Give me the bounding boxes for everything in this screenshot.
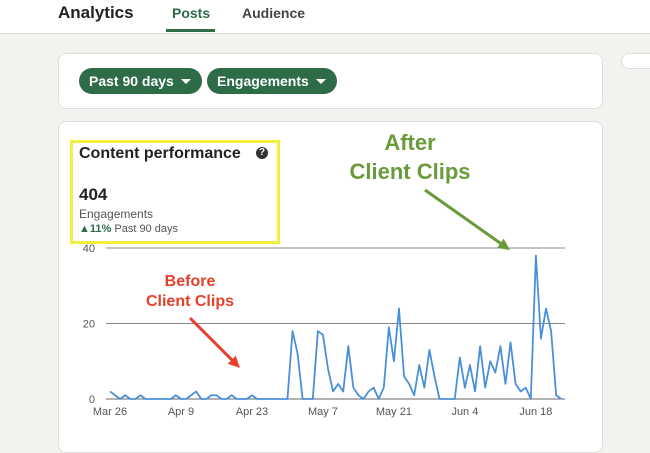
help-icon[interactable]: ? — [256, 147, 268, 159]
period: Past 90 days — [114, 223, 178, 235]
metric: Engagements — [79, 207, 154, 221]
total: 404 — [79, 185, 108, 204]
x-tick-label: May 21 — [376, 406, 412, 418]
y-tick-label: 40 — [83, 243, 95, 255]
x-tick-label: May 7 — [308, 406, 338, 418]
x-tick-label: Apr 23 — [236, 406, 268, 418]
annotation-arrow — [424, 188, 503, 246]
x-tick-label: Jun 4 — [451, 406, 478, 418]
arrow-head — [497, 238, 510, 250]
annotation: Client Clips — [146, 293, 234, 310]
annotation-arrow — [188, 316, 234, 362]
annotation: After — [384, 130, 436, 155]
card-title: Content performance — [79, 145, 241, 162]
annotation: Client Clips — [349, 159, 470, 184]
change-row: ▲11% Past 90 days — [79, 223, 178, 235]
annotation: Before — [165, 273, 216, 290]
tab[interactable]: Audience — [242, 5, 306, 21]
y-tick-label: 0 — [89, 394, 95, 406]
side-card — [621, 53, 650, 69]
x-tick-label: Jun 18 — [519, 406, 552, 418]
chart-card — [58, 121, 603, 453]
x-tick-label: Mar 26 — [93, 406, 127, 418]
y-tick-label: 20 — [83, 319, 95, 331]
highlight-box — [70, 140, 280, 244]
page-title: Analytics — [58, 3, 134, 22]
header: Analytics Posts Audience — [0, 0, 650, 34]
x-tick-label: Apr 9 — [168, 406, 194, 418]
change: 11% — [89, 223, 112, 235]
tab[interactable]: Posts — [172, 5, 211, 21]
filter-button[interactable]: Past 90 days — [79, 68, 202, 94]
chart: 0 20 40 Mar 26 Apr 9 Apr 23 May 7 May 21 Jun 4 Ju… — [83, 130, 565, 418]
filter-button[interactable]: Engagements — [207, 68, 337, 94]
line — [109, 254, 562, 400]
tab-indicator — [166, 29, 215, 32]
arrow-head — [227, 355, 240, 368]
